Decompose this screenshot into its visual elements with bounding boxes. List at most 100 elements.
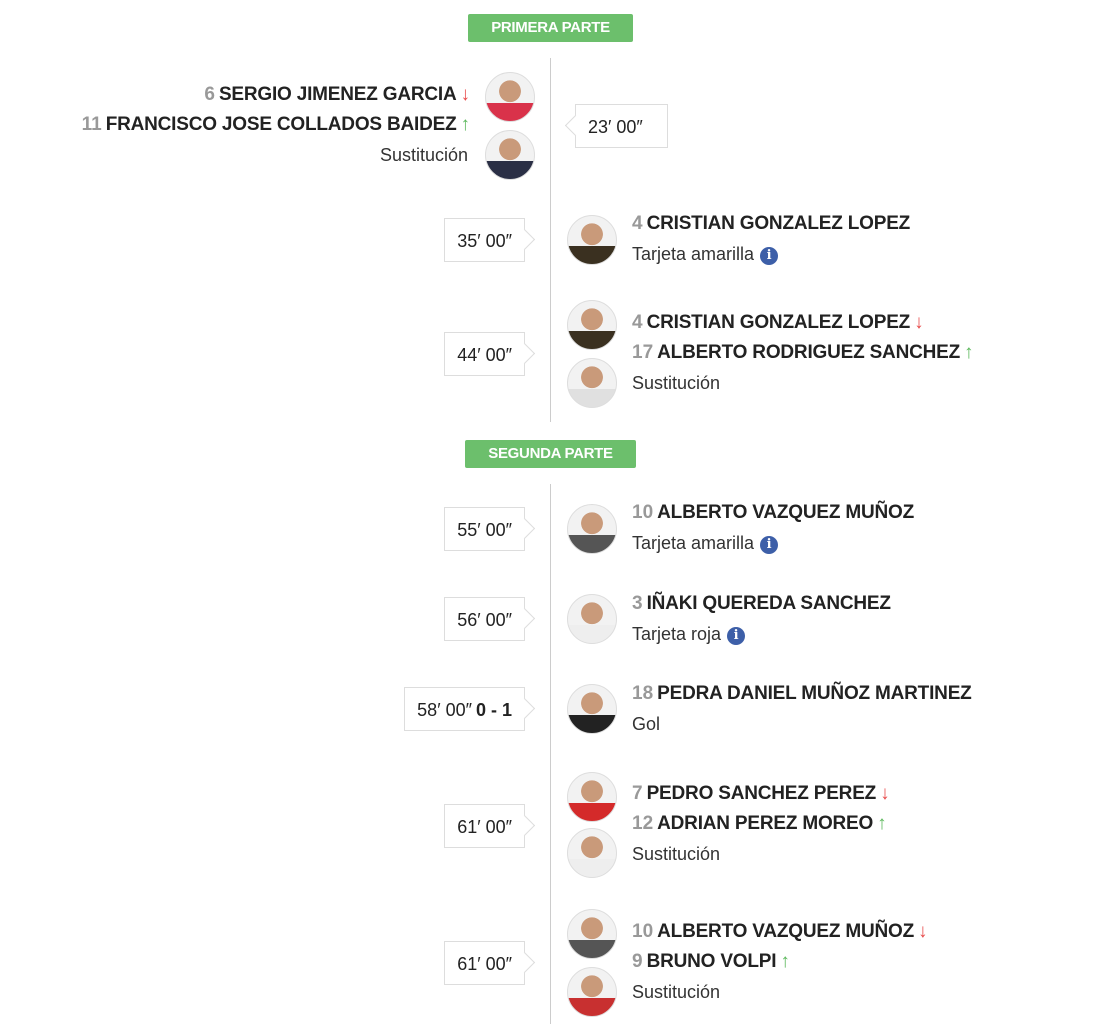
event-time: 56′ 00″ bbox=[457, 610, 512, 630]
player-avatar[interactable] bbox=[485, 72, 535, 122]
player-line: 12 ADRIAN PEREZ MOREO ↑ bbox=[632, 809, 887, 839]
event-type: Tarjeta roja bbox=[632, 624, 722, 644]
player-avatar[interactable] bbox=[567, 594, 617, 644]
player-avatar[interactable] bbox=[567, 504, 617, 554]
player-avatar[interactable] bbox=[567, 909, 617, 959]
event-type: Tarjeta amarilla bbox=[632, 244, 755, 264]
player-avatar[interactable] bbox=[567, 300, 617, 350]
player-name[interactable]: ADRIAN PEREZ MOREO bbox=[657, 813, 874, 834]
player-line: 7 PEDRO SANCHEZ PEREZ ↓ bbox=[632, 779, 890, 809]
time-box-pointer bbox=[513, 697, 536, 720]
event-time-box: 55′ 00″ bbox=[444, 507, 536, 551]
event-time-box: 61′ 00″ bbox=[444, 804, 536, 848]
player-number: 12 bbox=[632, 813, 654, 834]
time-box-pointer bbox=[564, 114, 587, 137]
player-name[interactable]: CRISTIAN GONZALEZ LOPEZ bbox=[646, 213, 911, 234]
time-box-pointer bbox=[513, 342, 536, 365]
arrow-up-icon: ↑ bbox=[964, 342, 974, 363]
player-name[interactable]: BRUNO VOLPI bbox=[646, 951, 777, 972]
event-type: Gol bbox=[632, 714, 661, 734]
event-type-line: Tarjeta roja i bbox=[632, 619, 746, 649]
arrow-down-icon: ↓ bbox=[460, 84, 471, 105]
player-name[interactable]: ALBERTO RODRIGUEZ SANCHEZ bbox=[657, 342, 961, 363]
player-line: 6 SERGIO JIMENEZ GARCIA ↓ bbox=[204, 80, 470, 110]
event-time-box: 35′ 00″ bbox=[444, 218, 536, 262]
player-avatar[interactable] bbox=[567, 967, 617, 1017]
player-line: 11 FRANCISCO JOSE COLLADOS BAIDEZ ↑ bbox=[82, 110, 470, 140]
time-box-pointer bbox=[513, 951, 536, 974]
player-line: 9 BRUNO VOLPI ↑ bbox=[632, 947, 790, 977]
player-avatar[interactable] bbox=[567, 828, 617, 878]
event-time-box: 44′ 00″ bbox=[444, 332, 536, 376]
player-name[interactable]: PEDRO SANCHEZ PEREZ bbox=[646, 783, 877, 804]
timeline-line bbox=[550, 58, 551, 422]
player-line: 3 IÑAKI QUEREDA SANCHEZ bbox=[632, 589, 891, 619]
arrow-down-icon: ↓ bbox=[914, 312, 924, 333]
event-time-box: 61′ 00″ bbox=[444, 941, 536, 985]
player-name[interactable]: IÑAKI QUEREDA SANCHEZ bbox=[646, 593, 891, 614]
player-name[interactable]: PEDRA DANIEL MUÑOZ MARTINEZ bbox=[657, 683, 972, 704]
time-box-pointer bbox=[513, 814, 536, 837]
player-name[interactable]: CRISTIAN GONZALEZ LOPEZ bbox=[646, 312, 911, 333]
player-name[interactable]: FRANCISCO JOSE COLLADOS BAIDEZ bbox=[105, 114, 457, 135]
player-line: 17 ALBERTO RODRIGUEZ SANCHEZ ↑ bbox=[632, 338, 974, 368]
player-number: 11 bbox=[81, 114, 102, 135]
section-badge-primera-parte: PRIMERA PARTE bbox=[468, 14, 633, 42]
time-box-pointer bbox=[513, 607, 536, 630]
arrow-up-icon: ↑ bbox=[877, 813, 887, 834]
arrow-up-icon: ↑ bbox=[780, 951, 790, 972]
player-avatar[interactable] bbox=[567, 215, 617, 265]
player-number: 4 bbox=[632, 312, 643, 333]
event-type-line: Gol bbox=[632, 709, 660, 739]
info-icon[interactable]: i bbox=[727, 627, 746, 645]
player-line: 10 ALBERTO VAZQUEZ MUÑOZ ↓ bbox=[632, 917, 928, 947]
event-score: 0 - 1 bbox=[475, 700, 512, 720]
event-type: Sustitución bbox=[379, 145, 468, 165]
event-type: Sustitución bbox=[632, 982, 721, 1002]
event-type: Sustitución bbox=[632, 373, 721, 393]
player-avatar[interactable] bbox=[485, 130, 535, 180]
event-type-line: Sustitución bbox=[380, 140, 468, 170]
player-avatar[interactable] bbox=[567, 358, 617, 408]
info-icon[interactable]: i bbox=[760, 247, 779, 265]
arrow-down-icon: ↓ bbox=[880, 783, 890, 804]
player-line: 4 CRISTIAN GONZALEZ LOPEZ ↓ bbox=[632, 308, 924, 338]
event-type-line: Sustitución bbox=[632, 368, 720, 398]
event-time: 44′ 00″ bbox=[457, 345, 512, 365]
player-number: 3 bbox=[632, 593, 643, 614]
info-icon[interactable]: i bbox=[760, 536, 779, 554]
player-number: 7 bbox=[632, 783, 643, 804]
event-time-box: 58′ 00″ 0 - 1 bbox=[404, 687, 536, 731]
player-line: 10 ALBERTO VAZQUEZ MUÑOZ bbox=[632, 498, 914, 528]
event-time-box: 23′ 00″ bbox=[564, 104, 668, 148]
player-number: 6 bbox=[204, 84, 215, 105]
event-time: 23′ 00″ bbox=[588, 117, 643, 137]
player-line: 18 PEDRA DANIEL MUÑOZ MARTINEZ bbox=[632, 679, 972, 709]
event-time: 61′ 00″ bbox=[457, 817, 512, 837]
event-type-line: Tarjeta amarilla i bbox=[632, 239, 779, 269]
event-type: Sustitución bbox=[632, 844, 721, 864]
player-avatar[interactable] bbox=[567, 772, 617, 822]
event-time: 61′ 00″ bbox=[457, 954, 512, 974]
event-type-line: Tarjeta amarilla i bbox=[632, 528, 779, 558]
arrow-up-icon: ↑ bbox=[460, 114, 471, 135]
timeline-line bbox=[550, 484, 551, 1024]
player-number: 9 bbox=[632, 951, 643, 972]
event-type: Tarjeta amarilla bbox=[632, 533, 755, 553]
player-name[interactable]: ALBERTO VAZQUEZ MUÑOZ bbox=[657, 921, 915, 942]
player-number: 4 bbox=[632, 213, 643, 234]
section-badge-segunda-parte: SEGUNDA PARTE bbox=[465, 440, 636, 468]
player-number: 10 bbox=[632, 502, 654, 523]
event-time: 58′ 00″ bbox=[417, 700, 472, 720]
player-name[interactable]: ALBERTO VAZQUEZ MUÑOZ bbox=[657, 502, 915, 523]
time-box-pointer bbox=[513, 517, 536, 540]
player-avatar[interactable] bbox=[567, 684, 617, 734]
event-time: 35′ 00″ bbox=[457, 231, 512, 251]
time-box-pointer bbox=[513, 228, 536, 251]
player-number: 17 bbox=[632, 342, 654, 363]
player-number: 18 bbox=[632, 683, 654, 704]
event-type-line: Sustitución bbox=[632, 977, 720, 1007]
player-name[interactable]: SERGIO JIMENEZ GARCIA bbox=[218, 84, 457, 105]
event-type-line: Sustitución bbox=[632, 839, 720, 869]
arrow-down-icon: ↓ bbox=[918, 921, 928, 942]
